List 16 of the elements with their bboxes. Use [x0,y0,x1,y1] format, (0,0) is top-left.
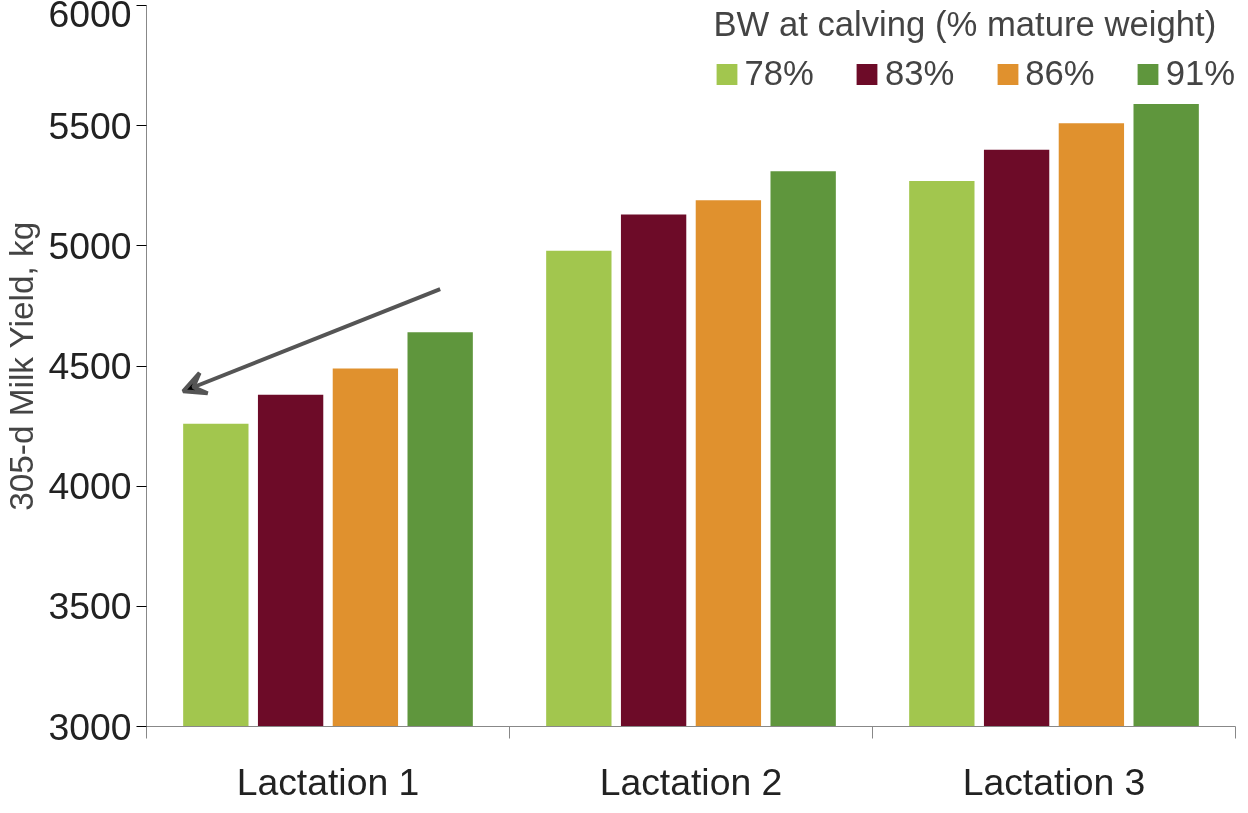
legend-label: 91% [1165,54,1235,93]
legend-title: BW at calving (% mature weight) [713,5,1218,44]
x-tick-label: Lactation 2 [599,760,783,803]
legend-label: 83% [884,54,955,93]
legend-label: 86% [1025,54,1095,93]
y-tick-label: 5500 [48,104,132,147]
y-tick-label: 3500 [48,585,132,628]
y-tick-label: 3000 [48,705,132,748]
x-tick-label: Lactation 1 [236,760,420,803]
y-tick-label: 4000 [48,465,132,508]
x-tick-label: Lactation 3 [962,760,1146,803]
y-tick-label: 6000 [48,0,132,35]
y-tick-label: 5000 [48,224,132,267]
legend-label: 78% [744,54,814,93]
y-tick-label: 4500 [48,345,132,387]
y-axis-title: 305-d Milk Yield, kg [3,221,41,511]
